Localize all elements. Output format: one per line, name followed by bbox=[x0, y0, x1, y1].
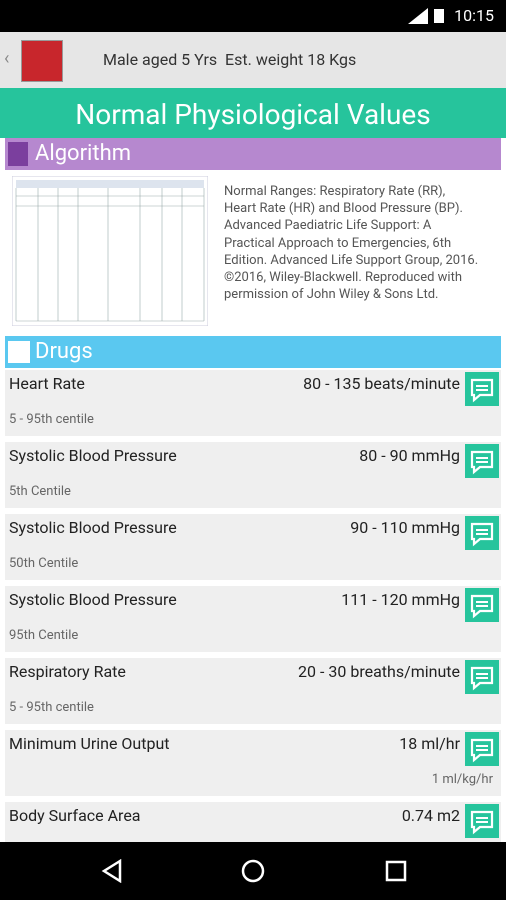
item-value: 20 - 30 breaths/minute bbox=[298, 662, 460, 681]
nav-home[interactable] bbox=[241, 859, 265, 883]
comment-icon bbox=[470, 450, 494, 475]
clock: 10:15 bbox=[454, 6, 494, 25]
list-item[interactable]: Minimum Urine Output 18 ml/hr 1 ml/kg/hr bbox=[5, 730, 501, 796]
comment-button[interactable] bbox=[465, 444, 499, 478]
item-value: 90 - 110 mmHg bbox=[350, 518, 460, 537]
algorithm-header[interactable]: Algorithm bbox=[5, 138, 501, 170]
app-bar: ‹ Male aged 5 Yrs Est. weight 18 Kgs bbox=[0, 32, 506, 88]
list-icon bbox=[8, 142, 28, 166]
item-name: Heart Rate bbox=[9, 374, 85, 393]
item-note: 50th Centile bbox=[9, 556, 79, 571]
comment-button[interactable] bbox=[465, 516, 499, 550]
comment-icon bbox=[470, 378, 494, 403]
comment-icon bbox=[470, 666, 494, 691]
list-item[interactable]: Systolic Blood Pressure 111 - 120 mmHg 95t… bbox=[5, 586, 501, 652]
section-title: Algorithm bbox=[35, 141, 132, 166]
item-value: 80 - 90 mmHg bbox=[359, 446, 460, 465]
item-sub-value: 1 ml/kg/hr bbox=[431, 772, 493, 787]
comment-icon bbox=[470, 738, 494, 763]
item-note: 5th Centile bbox=[9, 484, 71, 499]
item-value: 80 - 135 beats/minute bbox=[303, 374, 460, 393]
comment-button[interactable] bbox=[465, 804, 499, 838]
item-value: 111 - 120 mmHg bbox=[341, 590, 460, 609]
section-title: Drugs bbox=[35, 339, 93, 364]
item-value: 18 ml/hr bbox=[399, 734, 460, 753]
drugs-header[interactable]: Drugs bbox=[5, 336, 501, 368]
item-note: 5 - 95th centile bbox=[9, 412, 94, 427]
page-title: Normal Physiological Values bbox=[0, 88, 506, 138]
comment-icon bbox=[470, 810, 494, 835]
item-value: 0.74 m2 bbox=[401, 806, 460, 825]
item-name: Respiratory Rate bbox=[9, 662, 126, 681]
item-note: 95th Centile bbox=[9, 628, 79, 643]
comment-button[interactable] bbox=[465, 660, 499, 694]
nav-back[interactable] bbox=[100, 859, 124, 883]
list-item[interactable]: Respiratory Rate 20 - 30 breaths/minute 5 … bbox=[5, 658, 501, 724]
list-item[interactable]: Heart Rate 80 - 135 beats/minute 5 - 95th … bbox=[5, 370, 501, 436]
nav-bar bbox=[0, 842, 506, 900]
patient-info: Male aged 5 Yrs Est. weight 18 Kgs bbox=[103, 50, 357, 69]
app-logo bbox=[21, 40, 63, 82]
comment-icon bbox=[470, 522, 494, 547]
item-name: Body Surface Area bbox=[9, 806, 141, 825]
signal bbox=[408, 8, 428, 24]
comment-button[interactable] bbox=[465, 588, 499, 622]
item-name: Minimum Urine Output bbox=[9, 734, 170, 753]
battery bbox=[434, 9, 444, 23]
nav-recent[interactable] bbox=[385, 860, 407, 882]
back-arrow[interactable]: ‹ bbox=[4, 48, 10, 69]
item-name: Systolic Blood Pressure bbox=[9, 518, 177, 537]
citation: Normal Ranges: Respiratory Rate (RR), He… bbox=[224, 184, 479, 303]
list-item[interactable]: Systolic Blood Pressure 80 - 90 mmHg 5th C… bbox=[5, 442, 501, 508]
item-name: Systolic Blood Pressure bbox=[9, 590, 177, 609]
list-item[interactable]: Systolic Blood Pressure 90 - 110 mmHg 50th… bbox=[5, 514, 501, 580]
item-name: Systolic Blood Pressure bbox=[9, 446, 177, 465]
status-bar: 10:15 bbox=[0, 0, 506, 32]
comment-button[interactable] bbox=[465, 732, 499, 766]
comment-icon bbox=[470, 594, 494, 619]
item-note: 5 - 95th centile bbox=[9, 700, 94, 715]
comment-button[interactable] bbox=[465, 372, 499, 406]
table-thumbnail[interactable] bbox=[12, 176, 208, 326]
kit-icon bbox=[8, 341, 30, 363]
